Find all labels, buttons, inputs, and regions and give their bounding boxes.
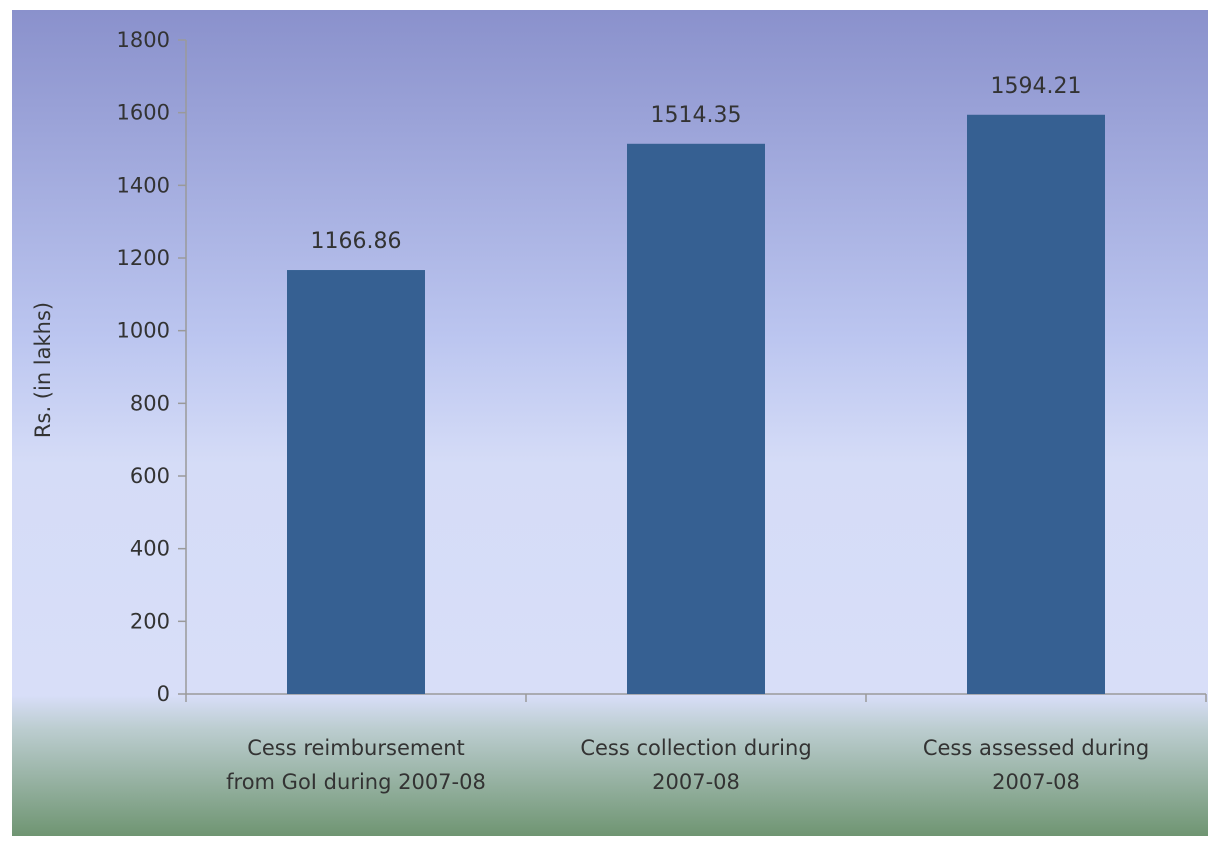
data-label: 1594.21 — [991, 74, 1082, 99]
bars — [287, 114, 1105, 695]
y-tick-label: 0 — [157, 682, 170, 706]
bar — [287, 270, 425, 694]
x-category-label: from GoI during 2007-08 — [226, 770, 486, 794]
y-tick-label: 1400 — [117, 173, 170, 197]
bar — [627, 143, 765, 695]
data-label: 1166.86 — [311, 229, 402, 254]
y-tick-label: 600 — [130, 464, 170, 488]
data-label: 1514.35 — [651, 103, 742, 128]
y-tick-label: 1800 — [117, 28, 170, 52]
x-category-label: 2007-08 — [992, 770, 1080, 794]
y-tick-label: 1000 — [117, 319, 170, 343]
y-tick-label: 200 — [130, 609, 170, 633]
bar — [967, 114, 1105, 694]
x-category-label: Cess assessed during — [923, 736, 1149, 760]
y-tick-label: 800 — [130, 391, 170, 415]
x-category-label: 2007-08 — [652, 770, 740, 794]
y-tick-label: 1600 — [117, 101, 170, 125]
x-category-label: Cess collection during — [580, 736, 811, 760]
labels: 1166.86 Cess reimbursement from GoI during… — [226, 74, 1149, 794]
y-tick-label: 1200 — [117, 246, 170, 270]
y-tick-label: 400 — [130, 537, 170, 561]
y-axis-title: Rs. (in lakhs) — [31, 302, 55, 438]
x-category-label: Cess reimbursement — [247, 736, 465, 760]
